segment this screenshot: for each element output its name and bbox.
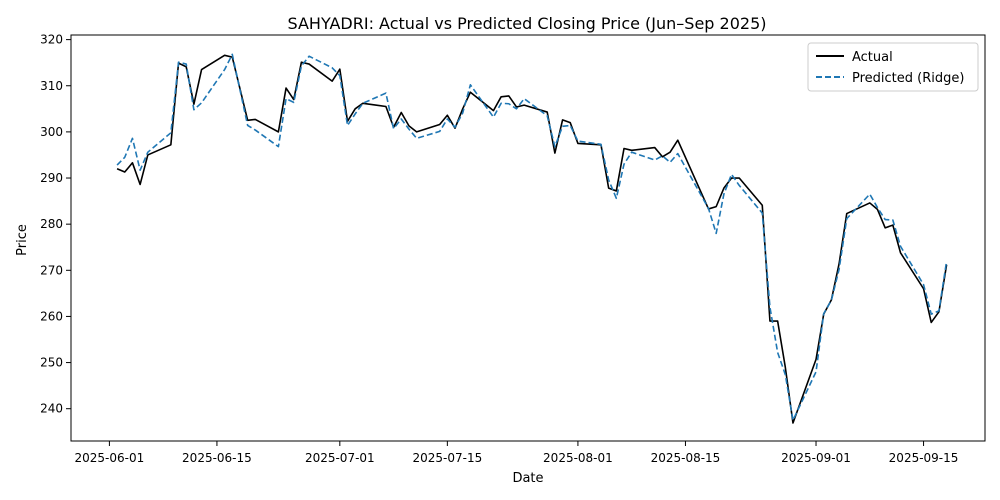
legend-box bbox=[807, 42, 979, 92]
series-line-actual bbox=[116, 54, 948, 424]
y-tick-label: 300 bbox=[40, 125, 63, 139]
y-tick-label: 310 bbox=[40, 79, 63, 93]
y-tick-label: 270 bbox=[40, 263, 63, 277]
legend: Actual Predicted (Ridge) bbox=[807, 42, 979, 92]
plot-frame bbox=[70, 34, 986, 442]
legend-label-predicted: Predicted (Ridge) bbox=[852, 71, 964, 86]
x-tick-label: 2025-06-15 bbox=[182, 451, 252, 465]
x-tick-label: 2025-08-15 bbox=[651, 451, 721, 465]
y-axis: 240 250 260 270 280 290 300 310 320 bbox=[40, 33, 71, 416]
y-tick-label: 320 bbox=[40, 33, 63, 47]
y-tick-label: 260 bbox=[40, 309, 63, 323]
legend-label-actual: Actual bbox=[852, 50, 893, 65]
x-tick-label: 2025-09-15 bbox=[889, 451, 959, 465]
y-tick-label: 250 bbox=[40, 356, 63, 370]
x-tick-label: 2025-09-01 bbox=[781, 451, 851, 465]
series-layer bbox=[116, 53, 948, 424]
x-tick-label: 2025-07-15 bbox=[412, 451, 482, 465]
y-tick-label: 290 bbox=[40, 171, 63, 185]
x-tick-label: 2025-07-01 bbox=[305, 451, 375, 465]
y-tick-label: 240 bbox=[40, 402, 63, 416]
x-axis-title: Date bbox=[512, 471, 543, 486]
chart-title: SAHYADRI: Actual vs Predicted Closing Pr… bbox=[288, 14, 767, 33]
x-axis: 2025-06-01 2025-06-15 2025-07-01 2025-07-15… bbox=[75, 441, 959, 465]
y-tick-label: 280 bbox=[40, 217, 63, 231]
y-axis-title: Price bbox=[15, 224, 30, 256]
x-tick-label: 2025-06-01 bbox=[75, 451, 145, 465]
x-tick-label: 2025-08-01 bbox=[543, 451, 613, 465]
